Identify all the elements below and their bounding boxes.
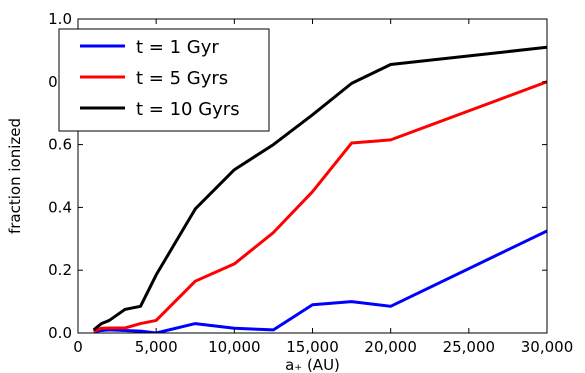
- y-tick-label: 0.4: [48, 198, 72, 216]
- y-tick-label: 0.6: [48, 136, 72, 154]
- y-tick-label: 0.0: [48, 324, 72, 342]
- legend: t = 1 Gyr t = 5 Gyrs t = 10 Gyrs: [58, 28, 270, 132]
- series-line-2: [93, 80, 547, 333]
- legend-entry-3: t = 10 Gyrs: [136, 99, 240, 120]
- y-tick-label: 0.2: [48, 261, 72, 279]
- x-tick-label: 25,000: [443, 338, 496, 356]
- x-tick-label: 0: [73, 338, 83, 356]
- y-tick-label: 1.0: [48, 10, 72, 28]
- series-line-1: [93, 229, 547, 333]
- legend-entry-1: t = 1 Gyr: [136, 37, 219, 58]
- y-axis-label: fraction ionized: [6, 118, 24, 234]
- series-line-3: [92, 45, 547, 332]
- x-tick-label: 30,000: [521, 338, 574, 356]
- x-axis-label: a₊ (AU): [285, 356, 340, 373]
- x-tick-label: 10,000: [208, 338, 261, 356]
- x-tick-label: 5,000: [135, 338, 178, 356]
- x-tick-label: 15,000: [286, 338, 339, 356]
- plot-area: [92, 45, 547, 333]
- legend-entry-2: t = 5 Gyrs: [136, 68, 228, 89]
- x-tick-label: 20,000: [364, 338, 417, 356]
